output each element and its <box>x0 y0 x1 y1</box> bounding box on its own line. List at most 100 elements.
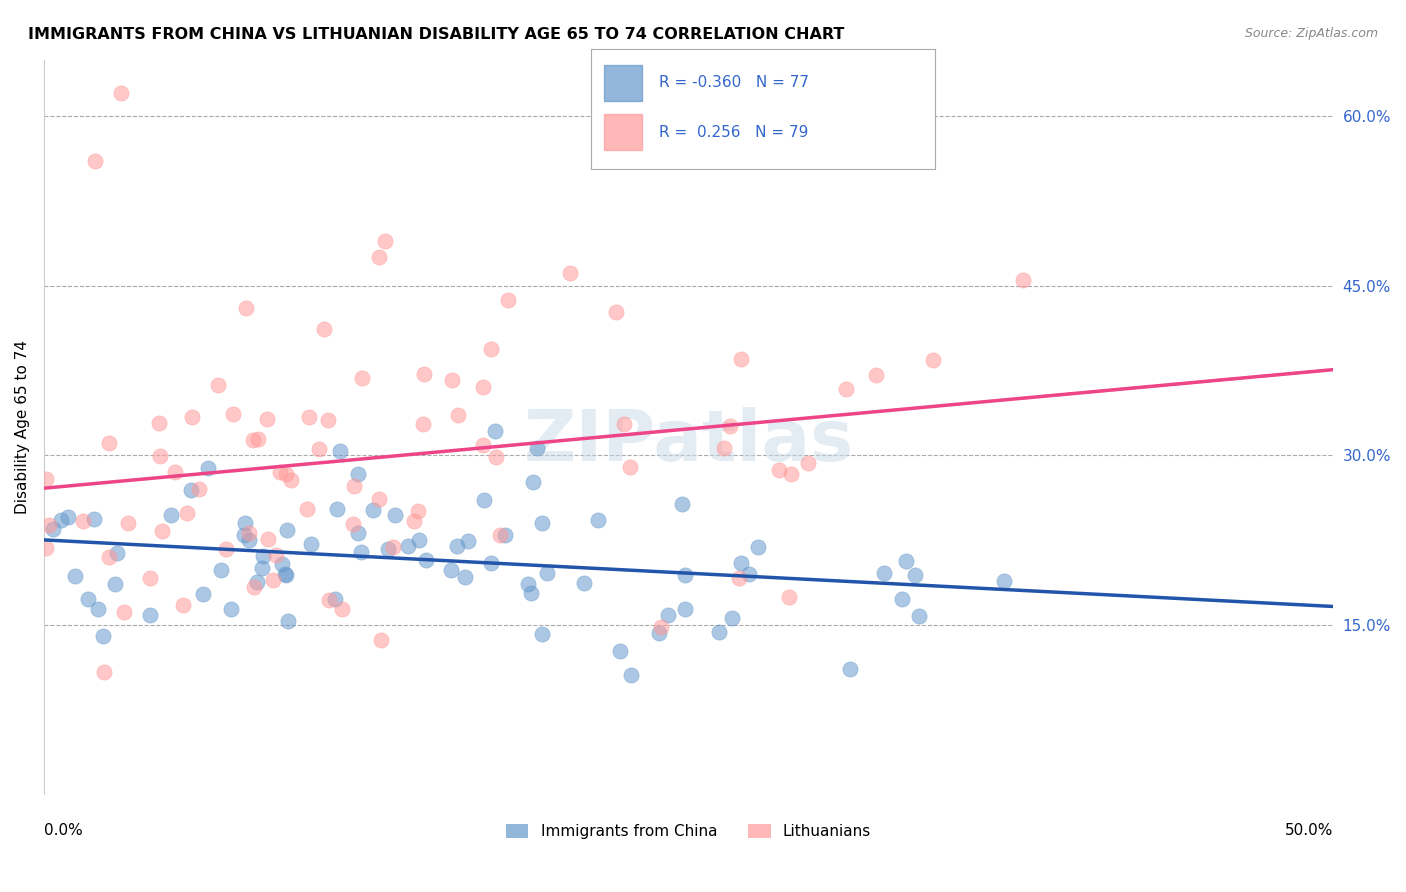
Point <box>747 541 769 555</box>
Point <box>207 378 229 392</box>
Point <box>361 503 384 517</box>
Point <box>673 567 696 582</box>
Point <box>138 608 160 623</box>
Point <box>921 352 943 367</box>
Point <box>42 522 65 536</box>
Bar <box>605 114 643 150</box>
Point <box>374 234 396 248</box>
Point <box>520 586 543 600</box>
Point <box>873 566 896 580</box>
Point <box>382 541 405 555</box>
Point <box>314 322 336 336</box>
Point <box>276 523 298 537</box>
Point <box>350 370 373 384</box>
Point <box>728 571 751 585</box>
Point <box>768 463 790 477</box>
Point <box>531 516 554 530</box>
Point <box>713 441 735 455</box>
Point <box>277 614 299 628</box>
Point <box>148 417 170 431</box>
Point <box>271 557 294 571</box>
Point <box>479 342 502 356</box>
Point <box>264 548 287 562</box>
Point <box>209 562 232 576</box>
Point <box>890 592 912 607</box>
Point <box>301 536 323 550</box>
Text: 0.0%: 0.0% <box>44 823 83 838</box>
Text: Source: ZipAtlas.com: Source: ZipAtlas.com <box>1244 27 1378 40</box>
Point <box>613 417 636 431</box>
Point <box>738 567 761 582</box>
Point <box>536 566 558 580</box>
Point <box>896 553 918 567</box>
Y-axis label: Disability Age 65 to 74: Disability Age 65 to 74 <box>15 340 30 514</box>
Point <box>797 456 820 470</box>
Point <box>494 527 516 541</box>
Point <box>149 450 172 464</box>
Point <box>350 545 373 559</box>
Point <box>233 528 256 542</box>
Point <box>318 593 340 607</box>
Point <box>396 539 419 553</box>
Point <box>347 467 370 481</box>
Point <box>415 553 437 567</box>
Point <box>370 632 392 647</box>
Point <box>440 373 463 387</box>
Point <box>673 602 696 616</box>
Point <box>274 467 297 482</box>
Point <box>993 574 1015 588</box>
Point <box>150 524 173 538</box>
Point <box>412 417 434 431</box>
Point <box>574 575 596 590</box>
Point <box>730 557 752 571</box>
Point <box>35 541 58 555</box>
Point <box>103 577 125 591</box>
Point <box>97 436 120 450</box>
Text: IMMIGRANTS FROM CHINA VS LITHUANIAN DISABILITY AGE 65 TO 74 CORRELATION CHART: IMMIGRANTS FROM CHINA VS LITHUANIAN DISA… <box>28 27 845 42</box>
Point <box>588 512 610 526</box>
Point <box>235 301 257 316</box>
Point <box>329 444 352 458</box>
Point <box>488 527 510 541</box>
Point <box>181 409 204 424</box>
Point <box>247 432 270 446</box>
Point <box>404 514 426 528</box>
Point <box>718 419 741 434</box>
Point <box>274 566 297 581</box>
Point <box>243 580 266 594</box>
Point <box>330 602 353 616</box>
Point <box>197 461 219 475</box>
Point <box>526 442 548 456</box>
Point <box>472 493 495 508</box>
Point <box>531 626 554 640</box>
Point <box>98 550 121 565</box>
Point <box>238 525 260 540</box>
Point <box>457 533 479 548</box>
Point <box>413 367 436 381</box>
Point <box>440 564 463 578</box>
Point <box>112 605 135 619</box>
Text: ZIPatlas: ZIPatlas <box>523 407 853 476</box>
Point <box>343 478 366 492</box>
Point <box>903 568 925 582</box>
Point <box>605 305 627 319</box>
Point <box>176 506 198 520</box>
Point <box>215 542 238 557</box>
Point <box>269 465 291 479</box>
Point <box>242 433 264 447</box>
Point <box>238 533 260 547</box>
Point <box>342 517 364 532</box>
Text: R =  0.256   N = 79: R = 0.256 N = 79 <box>659 125 808 140</box>
Point <box>257 532 280 546</box>
Point <box>835 382 858 396</box>
Point <box>671 497 693 511</box>
Point <box>276 568 298 582</box>
Point <box>485 450 508 465</box>
Point <box>72 514 94 528</box>
Legend: Immigrants from China, Lithuanians: Immigrants from China, Lithuanians <box>499 818 877 845</box>
Point <box>730 351 752 366</box>
Point <box>368 250 391 264</box>
Point <box>83 512 105 526</box>
Point <box>87 602 110 616</box>
Point <box>298 409 321 424</box>
